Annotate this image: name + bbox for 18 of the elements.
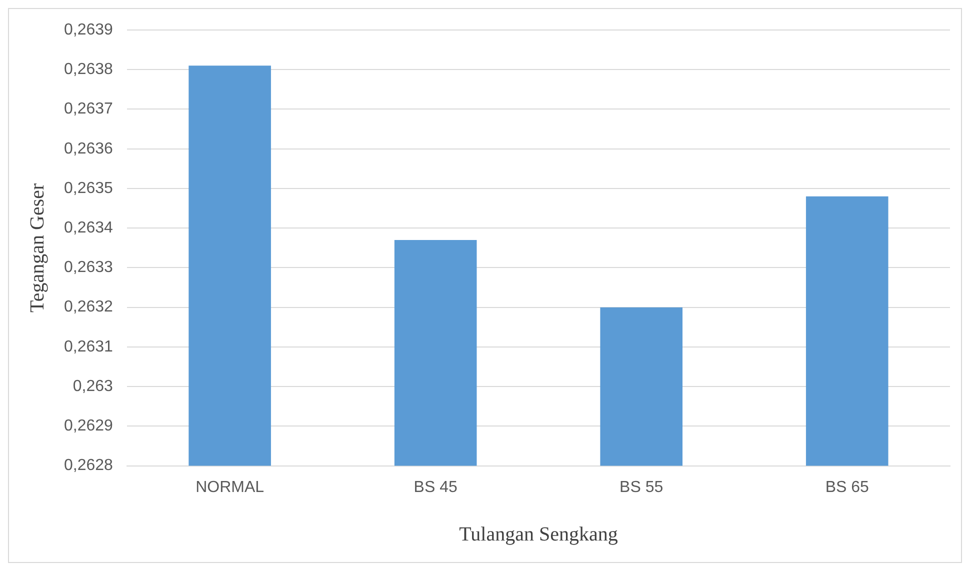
x-axis-title: Tulangan Sengkang (459, 523, 618, 546)
y-tick-label: 0,2635 (64, 180, 114, 197)
y-tick-label: 0,2638 (64, 61, 114, 78)
x-tick-label: BS 45 (414, 478, 458, 496)
y-tick-label: 0,2633 (64, 259, 114, 276)
y-tick-label: 0,2636 (64, 140, 114, 158)
y-tick-label: 0,2631 (64, 338, 114, 356)
y-axis-title: Tegangan Geser (26, 183, 48, 312)
y-tick-label: 0,2637 (64, 100, 114, 118)
y-tick-label: 0,2639 (64, 21, 114, 38)
x-tick-label: BS 55 (620, 478, 664, 496)
y-tick-label: 0,2632 (64, 298, 114, 316)
y-tick-label: 0,2629 (64, 418, 114, 435)
y-tick-label: 0,2628 (64, 457, 114, 474)
y-tick-label: 0,263 (72, 378, 114, 395)
x-tick-label: BS 65 (825, 478, 870, 496)
y-tick-label: 0,2634 (64, 219, 114, 236)
x-tick-label: NORMAL (196, 478, 264, 496)
